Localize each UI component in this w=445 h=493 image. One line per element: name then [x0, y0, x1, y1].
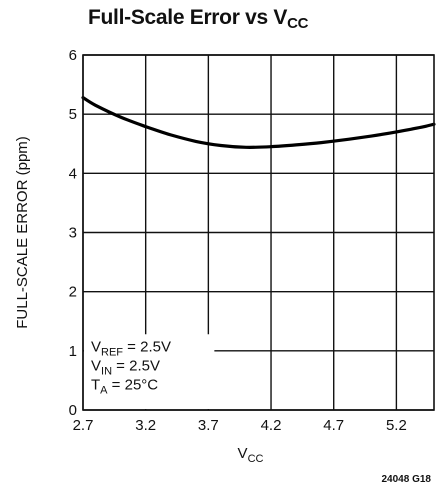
chart-title: Full-Scale Error vs VCC	[88, 6, 309, 32]
y-axis-label: FULL-SCALE ERROR (ppm)	[14, 136, 31, 329]
axis-labels: VCC FULL-SCALE ERROR (ppm)	[14, 136, 264, 465]
y-tick-label: 4	[69, 165, 77, 182]
annotation-background	[84, 334, 215, 409]
annotation-line: VIN = 2.5V	[91, 357, 160, 377]
x-tick-label: 3.7	[198, 417, 219, 434]
series-group	[81, 96, 436, 149]
annotation-line: VREF = 2.5V	[91, 338, 171, 358]
series-line	[81, 96, 436, 149]
y-tick-label: 5	[69, 106, 77, 123]
x-tick-label: 4.7	[323, 417, 344, 434]
x-tick-label: 3.2	[135, 417, 156, 434]
y-tick-label: 6	[69, 47, 77, 64]
annotation-line: TA = 25°C	[91, 376, 158, 396]
y-tick-labels: 0 1 2 3 4 5 6	[69, 47, 77, 419]
x-axis-label: VCC	[238, 445, 264, 465]
x-tick-label: 2.7	[73, 417, 94, 434]
y-tick-label: 3	[69, 225, 77, 242]
y-tick-label: 0	[69, 402, 77, 419]
x-tick-labels: 2.7 3.2 3.7 4.2 4.7 5.2	[73, 417, 407, 434]
figure-number: 24048 G18	[381, 474, 432, 485]
y-tick-label: 1	[69, 343, 77, 360]
x-tick-label: 4.2	[261, 417, 282, 434]
x-tick-label: 5.2	[386, 417, 407, 434]
y-tick-label: 2	[69, 284, 77, 301]
plot-frame	[82, 54, 435, 411]
plot-border	[82, 54, 435, 411]
